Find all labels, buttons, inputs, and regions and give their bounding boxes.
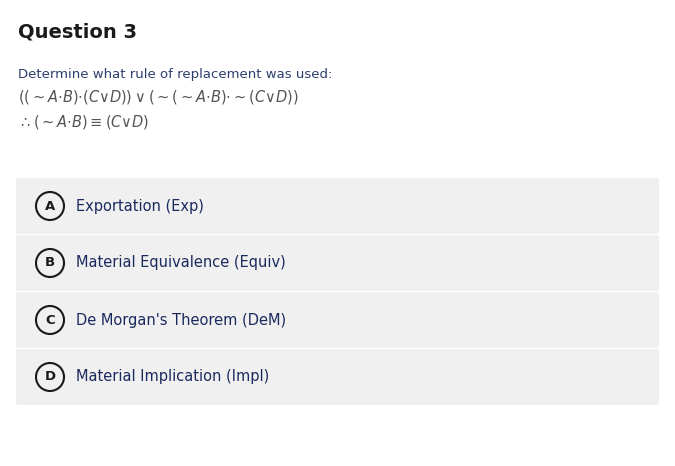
Circle shape — [36, 249, 64, 277]
Text: A: A — [45, 199, 55, 212]
FancyBboxPatch shape — [16, 178, 659, 234]
Text: B: B — [45, 256, 55, 269]
Text: $\therefore({\sim}A{\cdot}B)\equiv(C{\vee}D)$: $\therefore({\sim}A{\cdot}B)\equiv(C{\ve… — [18, 113, 149, 131]
Text: Material Equivalence (Equiv): Material Equivalence (Equiv) — [76, 255, 286, 270]
Text: $(({\sim}A{\cdot}B){\cdot}(C{\vee}D))\vee({\sim}({\sim}A{\cdot}B){\cdot}{\sim}(C: $(({\sim}A{\cdot}B){\cdot}(C{\vee}D))\ve… — [18, 88, 298, 106]
Circle shape — [36, 306, 64, 334]
Text: C: C — [45, 314, 55, 327]
Text: Question 3: Question 3 — [18, 22, 137, 41]
Circle shape — [36, 192, 64, 220]
Text: Determine what rule of replacement was used:: Determine what rule of replacement was u… — [18, 68, 332, 81]
Text: Material Implication (Impl): Material Implication (Impl) — [76, 370, 269, 384]
Text: Exportation (Exp): Exportation (Exp) — [76, 199, 204, 213]
Text: De Morgan's Theorem (DeM): De Morgan's Theorem (DeM) — [76, 313, 286, 328]
FancyBboxPatch shape — [16, 292, 659, 348]
FancyBboxPatch shape — [16, 349, 659, 405]
FancyBboxPatch shape — [16, 235, 659, 291]
Circle shape — [36, 363, 64, 391]
Text: D: D — [45, 370, 55, 384]
